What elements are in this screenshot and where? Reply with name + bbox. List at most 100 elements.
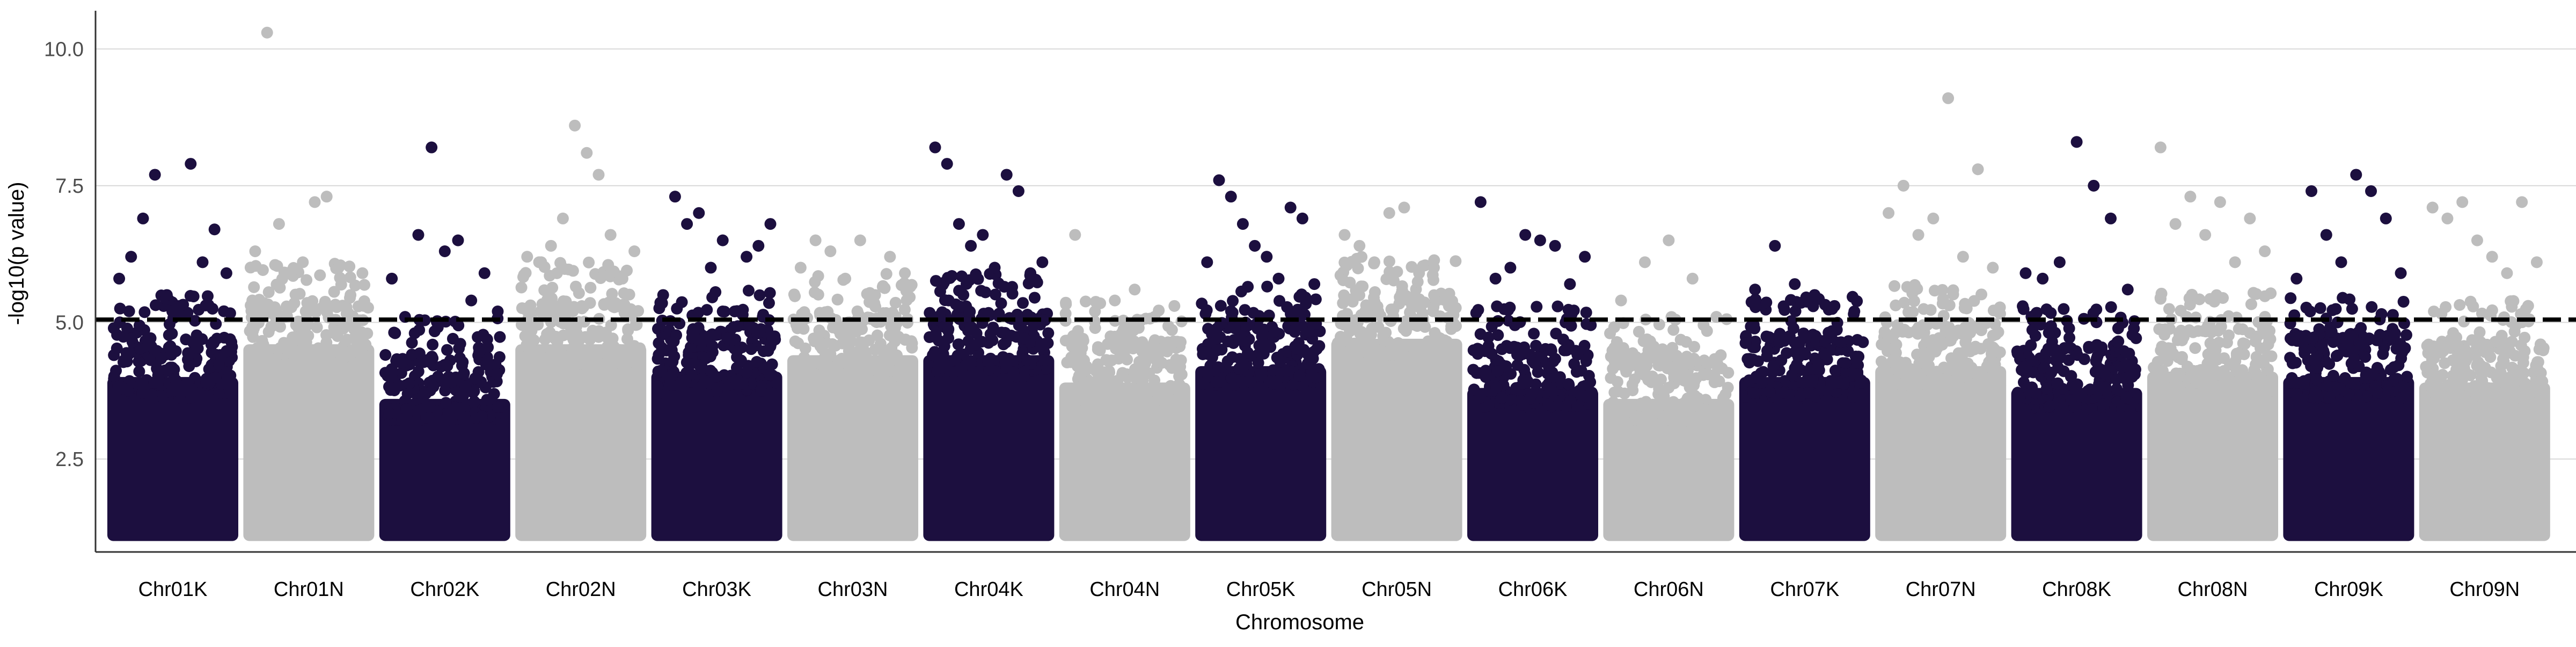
- snp-point: [2091, 352, 2103, 365]
- snp-point: [406, 337, 418, 349]
- snp-point: [305, 354, 318, 366]
- snp-point: [1102, 355, 1115, 367]
- snp-point: [2534, 338, 2546, 351]
- snp-point: [538, 354, 550, 367]
- snp-point: [1449, 340, 1461, 352]
- snp-point: [1902, 326, 1915, 339]
- snp-point: [1502, 315, 1514, 327]
- snp-point: [1174, 381, 1187, 394]
- snp-point: [1301, 357, 1314, 369]
- snp-top-point: [492, 306, 504, 317]
- snp-top-point: [1927, 212, 1940, 224]
- snp-point: [1007, 357, 1019, 369]
- snp-point: [492, 401, 504, 413]
- snp-top-point: [592, 169, 605, 181]
- snp-point: [1221, 355, 1234, 367]
- snp-point: [155, 352, 167, 365]
- snp-point: [1955, 360, 1967, 372]
- snp-point: [393, 413, 405, 426]
- dense-points-band: [1875, 366, 2007, 541]
- snp-point: [1485, 321, 1498, 333]
- snp-top-point: [1249, 239, 1261, 252]
- snp-point: [2348, 379, 2361, 391]
- snp-point: [851, 305, 863, 317]
- y-tick-label: 2.5: [55, 448, 84, 471]
- snp-point: [1337, 346, 1349, 358]
- chromosome-Chr04K: [923, 141, 1055, 541]
- snp-point: [358, 279, 370, 291]
- snp-point: [998, 281, 1011, 293]
- snp-top-point: [2426, 201, 2439, 214]
- snp-point: [343, 260, 356, 273]
- snp-point: [1431, 336, 1443, 348]
- snp-point: [1626, 379, 1638, 391]
- snp-point: [1656, 343, 1668, 355]
- snp-point: [1580, 307, 1592, 319]
- snp-point: [964, 322, 977, 334]
- snp-point: [1878, 378, 1891, 390]
- snp-point: [1391, 349, 1403, 361]
- snp-point: [2395, 392, 2407, 404]
- snp-point: [1483, 399, 1495, 412]
- snp-top-point: [1236, 218, 1249, 230]
- snp-point: [262, 349, 274, 361]
- snp-point: [1552, 399, 1564, 411]
- snp-point: [1982, 376, 1994, 388]
- snp-point: [2248, 364, 2260, 376]
- snp-point: [1366, 353, 1379, 365]
- snp-top-point: [569, 119, 581, 132]
- snp-top-point: [332, 261, 345, 274]
- axis-layer: [94, 11, 2576, 553]
- snp-point: [412, 365, 425, 377]
- snp-point: [1835, 336, 1847, 348]
- snp-point: [1480, 370, 1492, 382]
- snp-point: [1630, 351, 1643, 364]
- snp-point: [889, 296, 902, 309]
- snp-point: [2014, 391, 2026, 404]
- snp-point: [166, 328, 178, 340]
- snp-point: [2449, 381, 2461, 393]
- snp-top-point: [2019, 267, 2032, 279]
- snp-point: [573, 335, 585, 347]
- y-axis-title: -log10(p value): [5, 182, 28, 325]
- snp-point: [133, 355, 145, 368]
- snp-point: [1808, 364, 1820, 376]
- snp-point: [1878, 326, 1891, 338]
- snp-point: [1531, 301, 1543, 313]
- snp-point: [155, 390, 167, 402]
- snp-point: [2420, 361, 2432, 373]
- snp-point: [312, 342, 325, 354]
- snp-point: [584, 281, 597, 294]
- snp-top-point: [693, 207, 705, 219]
- snp-point: [149, 299, 162, 311]
- snp-point: [2185, 366, 2198, 379]
- snp-point: [1092, 379, 1104, 391]
- snp-top-point: [261, 26, 273, 39]
- snp-point: [108, 370, 120, 382]
- snp-point: [1092, 343, 1104, 355]
- snp-point: [1791, 359, 1803, 371]
- dense-points-band: [2283, 377, 2414, 541]
- snp-point: [518, 268, 530, 281]
- snp-point: [1242, 281, 1254, 293]
- snp-top-point: [2471, 234, 2483, 246]
- snp-point: [1337, 297, 1349, 309]
- snp-point: [453, 352, 466, 364]
- snp-point: [133, 319, 145, 332]
- snp-point: [606, 288, 618, 300]
- snp-point: [2063, 322, 2075, 335]
- snp-point: [361, 328, 374, 340]
- snp-point: [1739, 337, 1752, 350]
- snp-point: [1351, 350, 1364, 362]
- snp-point: [2111, 336, 2124, 348]
- snp-top-point: [2244, 212, 2256, 224]
- snp-point: [2495, 360, 2507, 372]
- snp-top-point: [1213, 174, 1225, 186]
- snp-point: [621, 333, 633, 345]
- snp-top-point: [1129, 283, 1141, 296]
- snp-point: [2193, 293, 2206, 306]
- snp-point: [2071, 349, 2083, 361]
- snp-point: [1653, 399, 1666, 412]
- snp-point: [1031, 276, 1043, 288]
- snp-point: [1994, 301, 2006, 314]
